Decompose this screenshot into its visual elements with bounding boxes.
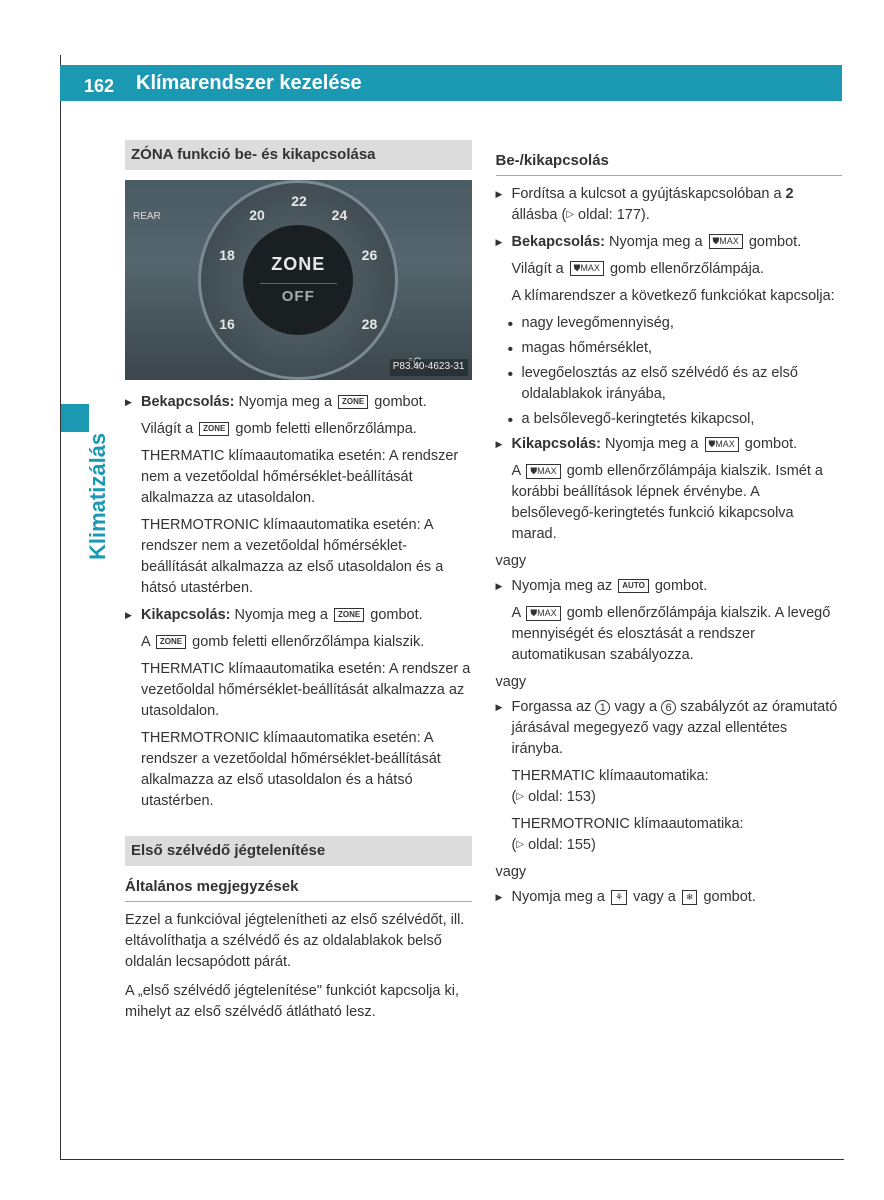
dial-num-16: 16	[219, 314, 235, 334]
dial-zone-text: ZONE	[271, 251, 325, 277]
step-on-right-cont: Világít a ⛊MAX gomb ellenőrzőlámpája.	[496, 259, 843, 280]
step-on-cont: Világít a ZONE gomb feletti ellenőrzőlám…	[125, 419, 472, 440]
reference-icon: ▷	[516, 839, 524, 850]
dial-num-18: 18	[219, 245, 235, 265]
defrost-p1: Ezzel a funkcióval jégtelenítheti az els…	[125, 910, 472, 973]
step-on-lead: Bekapcsolás:	[512, 234, 606, 250]
climate-dial-figure: REAR 16 18 20 22 24 26 28 ZONE OFF °C P8…	[125, 180, 472, 380]
functions-intro: A klímarendszer a következő funkciókat k…	[496, 286, 843, 307]
thermotronic-ref: THERMOTRONIC klímaautomatika:(▷ oldal: 1…	[496, 814, 843, 856]
func-1: nagy levegőmennyiség,	[496, 313, 843, 334]
step-off-right-cont: A ⛊MAX gomb ellenőrzőlámpája kialszik. I…	[496, 461, 843, 545]
step-key: Fordítsa a kulcsot a gyújtáskapcsolóban …	[496, 184, 843, 226]
dial-num-24: 24	[332, 205, 348, 225]
sidebar-tab	[61, 404, 89, 432]
reference-icon: ▷	[566, 209, 574, 220]
step-rotate: Forgassa az 1 vagy a 6 szabályzót az óra…	[496, 697, 843, 760]
or-2: vagy	[496, 672, 843, 693]
left-column: ZÓNA funkció be- és kikapcsolása REAR 16…	[125, 140, 472, 1160]
content-area: ZÓNA funkció be- és kikapcsolása REAR 16…	[125, 140, 842, 1160]
zone-button-icon: ZONE	[156, 635, 186, 649]
dial-num-20: 20	[249, 205, 265, 225]
or-3: vagy	[496, 862, 843, 883]
step-on-lead: Bekapcsolás:	[141, 394, 235, 410]
page-number: 162	[60, 65, 122, 101]
dial-inner: ZONE OFF	[243, 225, 353, 335]
func-4: a belsőlevegő-keringtetés kikapcsol,	[496, 409, 843, 430]
control-6-icon: 6	[661, 700, 676, 715]
defrost-max-icon: ⛊MAX	[526, 606, 560, 621]
dial-num-28: 28	[362, 314, 378, 334]
or-1: vagy	[496, 551, 843, 572]
auto-button-icon: AUTO	[618, 579, 649, 593]
key-position: 2	[786, 186, 794, 202]
control-1-icon: 1	[595, 700, 610, 715]
reference-icon: ▷	[516, 791, 524, 802]
thermatic-note-1: THERMATIC klímaautomatika esetén: A rend…	[125, 446, 472, 509]
snowflake-icon: ❄	[682, 890, 698, 905]
dial-off-text: OFF	[282, 286, 315, 308]
thermatic-note-2: THERMATIC klímaautomatika esetén: A rend…	[125, 659, 472, 722]
page-header: 162 Klímarendszer kezelése	[60, 65, 842, 101]
defrost-max-icon: ⛊MAX	[570, 261, 604, 276]
zone-button-icon: ZONE	[338, 395, 368, 409]
defrost-max-icon: ⛊MAX	[709, 234, 743, 249]
zone-button-icon: ZONE	[334, 608, 364, 622]
step-off-lead: Kikapcsolás:	[141, 607, 230, 623]
dial-outer: 16 18 20 22 24 26 28 ZONE OFF	[198, 180, 398, 380]
right-column: Be-/kikapcsolás Fordítsa a kulcsot a gyú…	[496, 140, 843, 1160]
step-air-button: Nyomja meg a ⚘ vagy a ❄ gombot.	[496, 887, 843, 908]
step-auto-cont: A ⛊MAX gomb ellenőrzőlámpája kialszik. A…	[496, 603, 843, 666]
step-off: Kikapcsolás: Nyomja meg a ZONE gombot.	[125, 605, 472, 626]
defrost-max-icon: ⛊MAX	[705, 437, 739, 452]
thermotronic-note-1: THERMOTRONIC klímaautomatika esetén: A r…	[125, 515, 472, 599]
thermatic-ref: THERMATIC klímaautomatika:(▷ oldal: 153)	[496, 766, 843, 808]
step-off-right: Kikapcsolás: Nyomja meg a ⛊MAX gombot.	[496, 434, 843, 455]
page-title: Klímarendszer kezelése	[122, 65, 842, 101]
dial-num-22: 22	[291, 191, 307, 211]
dial-num-26: 26	[362, 245, 378, 265]
section-heading-zone: ZÓNA funkció be- és kikapcsolása	[125, 140, 472, 170]
step-on-right: Bekapcsolás: Nyomja meg a ⛊MAX gombot.	[496, 232, 843, 253]
step-off-lead: Kikapcsolás:	[512, 436, 601, 452]
figure-caption: P83.40-4623-31	[390, 359, 468, 376]
zone-button-icon: ZONE	[199, 422, 229, 436]
rear-label: REAR	[133, 210, 161, 225]
sub-heading-onoff: Be-/kikapcsolás	[496, 150, 843, 176]
air-distribution-icon: ⚘	[611, 890, 627, 905]
thermotronic-note-2: THERMOTRONIC klímaautomatika esetén: A r…	[125, 728, 472, 812]
func-3: levegőelosztás az első szélvédő és az el…	[496, 363, 843, 405]
func-2: magas hőmérséklet,	[496, 338, 843, 359]
defrost-p2: A „első szélvédő jégtelenítése" funkciót…	[125, 981, 472, 1023]
step-off-cont: A ZONE gomb feletti ellenőrzőlámpa kials…	[125, 632, 472, 653]
sidebar-label: Klimatizálás	[85, 433, 111, 560]
step-auto: Nyomja meg az AUTO gombot.	[496, 576, 843, 597]
sub-heading-general: Általános megjegyzések	[125, 876, 472, 902]
step-on: Bekapcsolás: Nyomja meg a ZONE gombot.	[125, 392, 472, 413]
defrost-max-icon: ⛊MAX	[526, 464, 560, 479]
section-heading-defrost: Első szélvédő jégtelenítése	[125, 836, 472, 866]
